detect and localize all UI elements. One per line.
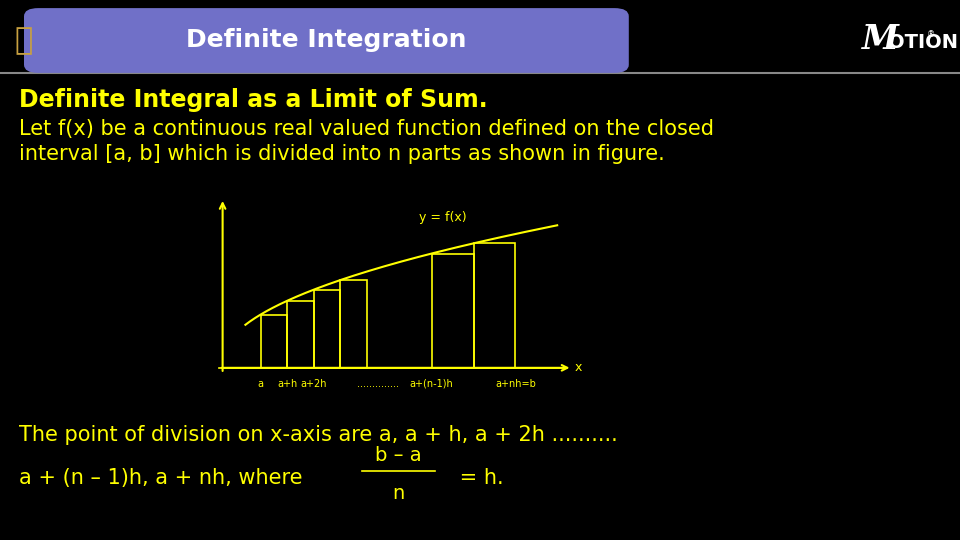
Text: interval [a, b] which is divided into n parts as shown in figure.: interval [a, b] which is divided into n … — [19, 144, 665, 164]
Text: Let f(x) be a continuous real valued function defined on the closed: Let f(x) be a continuous real valued fun… — [19, 118, 714, 139]
Text: b – a: b – a — [375, 446, 421, 465]
Text: a+nh=b: a+nh=b — [495, 379, 536, 389]
Bar — [314, 289, 341, 368]
Text: ..............: .............. — [357, 379, 399, 389]
Bar — [260, 314, 287, 368]
Text: The point of division on x-axis are a, a + h, a + 2h ..........: The point of division on x-axis are a, a… — [19, 424, 618, 445]
Text: n: n — [393, 483, 404, 503]
Text: x: x — [574, 361, 582, 374]
Bar — [473, 244, 516, 368]
Text: ®: ® — [927, 31, 936, 39]
Bar — [341, 280, 367, 368]
FancyBboxPatch shape — [24, 8, 629, 73]
Text: Definite Integration: Definite Integration — [186, 29, 467, 52]
Bar — [287, 301, 314, 368]
Bar — [432, 253, 473, 368]
Text: OTION: OTION — [888, 33, 958, 52]
Text: a+h: a+h — [277, 379, 298, 389]
Text: a+(n-1)h: a+(n-1)h — [410, 379, 453, 389]
Text: Definite Integral as a Limit of Sum.: Definite Integral as a Limit of Sum. — [19, 88, 488, 112]
Text: ⏳: ⏳ — [14, 26, 34, 55]
Text: a: a — [257, 379, 264, 389]
Text: a+2h: a+2h — [300, 379, 327, 389]
Text: a + (n – 1)h, a + nh, where: a + (n – 1)h, a + nh, where — [19, 468, 309, 488]
Text: y = f(x): y = f(x) — [420, 211, 467, 224]
Text: = h.: = h. — [453, 468, 504, 488]
Text: M: M — [862, 23, 900, 57]
